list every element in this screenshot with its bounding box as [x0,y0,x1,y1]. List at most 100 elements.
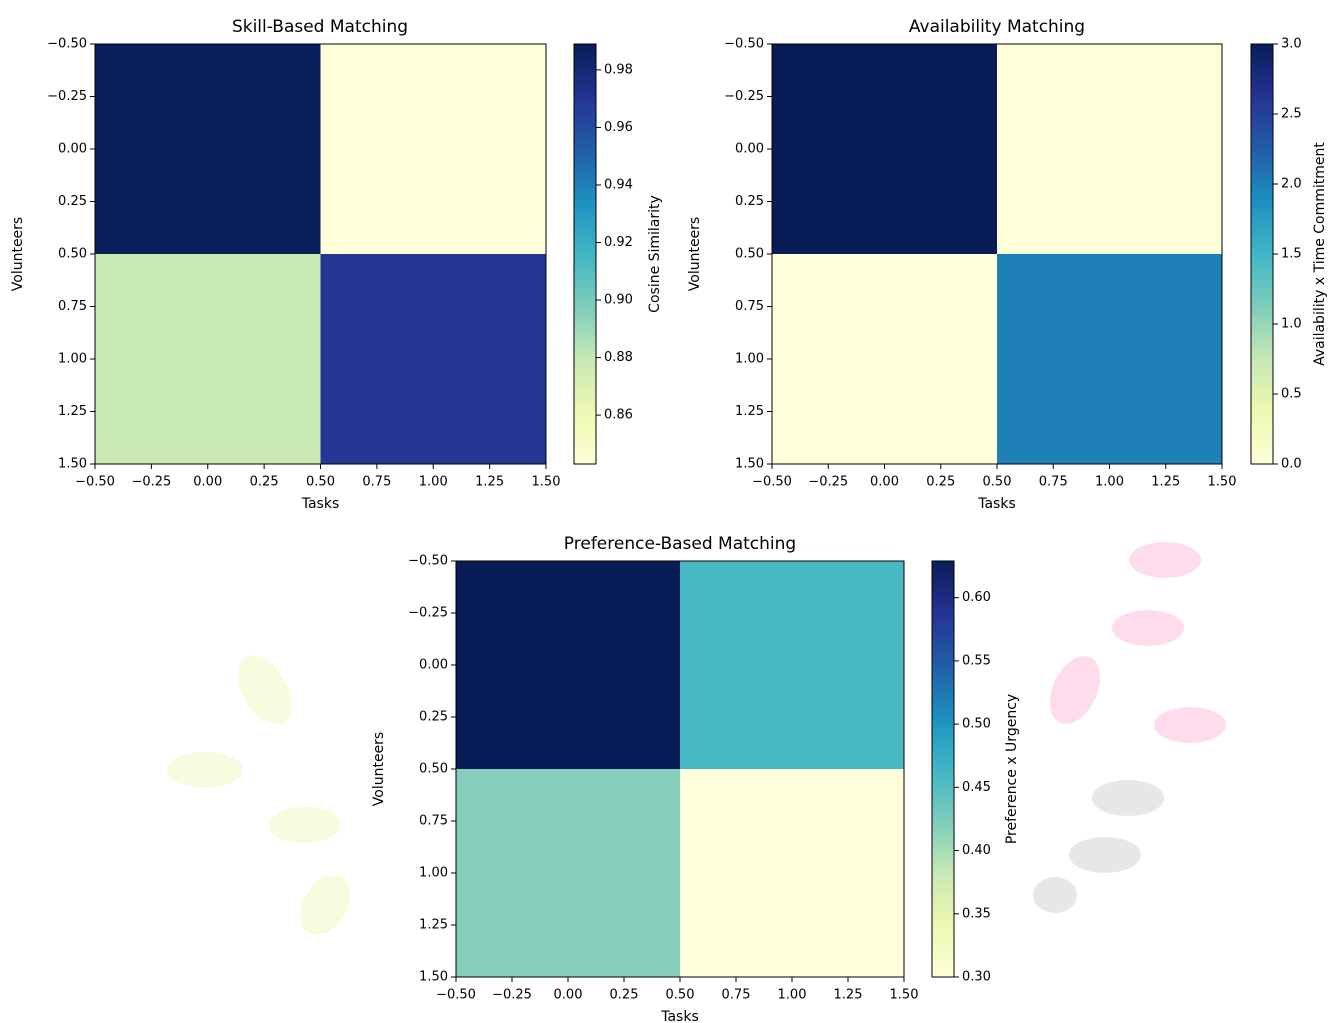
colorbar-segment [1251,351,1273,356]
y-tick-label: 0.75 [735,299,764,314]
colorbar-segment [932,628,954,633]
colorbar-segment [574,65,596,70]
colorbar-segment [574,233,596,238]
colorbar-tick-label: 0.55 [962,653,991,668]
colorbar-segment [574,334,596,339]
colorbar-segment [932,877,954,882]
colorbar-segment [574,393,596,398]
colorbar-segment [574,90,596,95]
x-tick-label: 1.50 [1208,475,1237,490]
colorbar-segment [574,115,596,120]
colorbar-segment [932,969,954,974]
heatmap-cell [456,561,680,769]
y-axis-label: Volunteers [371,732,387,806]
colorbar-segment [574,309,596,314]
y-tick-label: 0.75 [58,299,87,314]
colorbar-segment [1251,115,1273,120]
colorbar-segment [574,355,596,360]
colorbar-tick-label: 3.0 [1281,37,1302,52]
colorbar-segment [932,923,954,928]
colorbar-segment [574,447,596,452]
colorbar-segment [932,686,954,691]
colorbar-segment [932,856,954,861]
colorbar-segment [574,111,596,116]
colorbar-segment [932,848,954,853]
colorbar-segment [1251,107,1273,112]
colorbar-segment [574,451,596,456]
colorbar-segment [574,267,596,272]
colorbar-segment [932,698,954,703]
heatmap-cell [772,254,997,464]
colorbar-segment [574,397,596,402]
y-tick-label: 0.00 [735,142,764,157]
colorbar-segment [1251,82,1273,87]
colorbar-segment [574,208,596,213]
colorbar-segment [1251,103,1273,108]
colorbar-tick-label: 1.0 [1281,317,1302,332]
colorbar-segment [574,426,596,431]
colorbar-segment [932,844,954,849]
colorbar-segment [574,414,596,419]
colorbar-label: Availability x Time Commitment [1312,142,1328,366]
colorbar-segment [574,204,596,209]
colorbar-segment [932,611,954,616]
colorbar-segment [932,623,954,628]
colorbar-segment [932,752,954,757]
colorbar-segment [574,409,596,414]
y-tick-label: 1.25 [58,404,87,419]
colorbar-segment [1251,44,1273,49]
y-tick-label: −0.25 [408,606,448,621]
colorbar-segment [1251,241,1273,246]
y-tick-label: −0.25 [47,89,87,104]
x-tick-label: 0.25 [926,475,955,490]
colorbar-segment [932,653,954,658]
colorbar-segment [932,677,954,682]
x-tick-label: 1.50 [532,475,561,490]
x-axis-label: Tasks [977,496,1016,512]
colorbar-segment [932,910,954,915]
y-tick-label: 0.00 [58,142,87,157]
x-tick-label: 0.75 [722,988,751,1003]
colorbar-segment [932,940,954,945]
colorbar-segment [574,124,596,129]
colorbar-segment [1251,178,1273,183]
colorbar-segment [1251,451,1273,456]
colorbar-segment [932,827,954,832]
colorbar-segment [1251,124,1273,129]
colorbar-segment [574,128,596,133]
y-tick-label: −0.50 [47,37,87,52]
colorbar-segment [1251,304,1273,309]
colorbar-segment [1251,456,1273,461]
colorbar-segment [932,657,954,662]
x-tick-label: 0.00 [554,988,583,1003]
colorbar-segment [1251,376,1273,381]
colorbar-segment [1251,254,1273,259]
colorbar-segment [574,195,596,200]
colorbar-segment [1251,359,1273,364]
colorbar-segment [574,246,596,251]
colorbar-segment [1251,132,1273,137]
colorbar-segment [932,769,954,774]
colorbar-segment [574,153,596,158]
colorbar-tick-label: 0.40 [962,843,991,858]
chart-title: Skill-Based Matching [232,17,408,37]
x-tick-label: 0.00 [870,475,899,490]
colorbar-segment [1251,418,1273,423]
colorbar-segment [932,636,954,641]
colorbar-segment [574,52,596,57]
y-tick-label: 1.00 [419,866,448,881]
colorbar-segment [574,401,596,406]
colorbar-segment [574,363,596,368]
colorbar-segment [932,761,954,766]
colorbar-segment [932,885,954,890]
colorbar-segment [932,919,954,924]
y-tick-label: 1.50 [58,457,87,472]
colorbar-segment [1251,447,1273,452]
colorbar-tick-label: 0.92 [604,235,633,250]
colorbar-segment [932,836,954,841]
x-tick-label: 0.50 [666,988,695,1003]
colorbar-segment [574,86,596,91]
colorbar-tick-label: 0.5 [1281,387,1302,402]
heatmap-cell [680,561,904,769]
colorbar-segment [1251,204,1273,209]
